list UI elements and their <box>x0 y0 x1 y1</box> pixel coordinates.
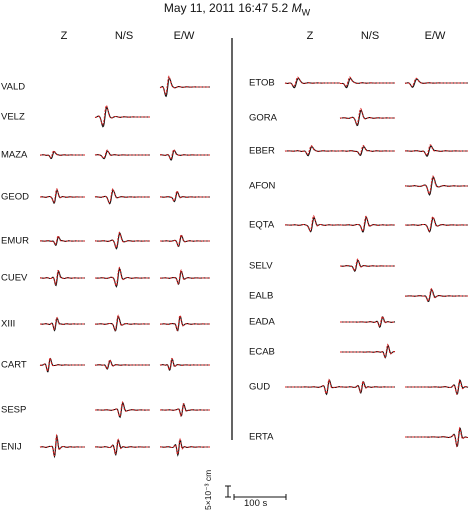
synthetic-trace-etob-z <box>284 76 340 87</box>
station-label-eqta: EQTA <box>249 219 275 231</box>
observed-trace-emur-ns <box>95 232 150 250</box>
figure-title: May 11, 2011 16:47 5.2 MW <box>0 1 474 17</box>
synthetic-trace-velz-ns <box>94 104 150 126</box>
synthetic-trace-gud-ew <box>405 378 469 395</box>
synthetic-trace-geod-ns <box>94 188 150 204</box>
right-column-header-ew: E/W <box>424 30 446 42</box>
synthetic-trace-geod-ew <box>160 190 210 202</box>
synthetic-trace-cart-z <box>39 356 85 373</box>
station-label-cuev: CUEV <box>1 272 28 284</box>
magnitude-subscript: W <box>301 7 311 18</box>
synthetic-trace-emur-ns <box>95 231 150 248</box>
synthetic-trace-xiii-ns <box>95 314 150 332</box>
station-label-gora: GORA <box>249 112 277 124</box>
amplitude-scale-label: 5×10⁻³ cm <box>203 469 213 510</box>
synthetic-trace-eber-ns <box>340 144 395 155</box>
left-column-header-ns: N/S <box>114 30 134 42</box>
synthetic-trace-cart-ew <box>159 357 210 371</box>
synthetic-trace-enij-ew <box>160 437 210 456</box>
right-column-header-z: Z <box>306 30 314 42</box>
synthetic-trace-maza-ns <box>94 149 150 159</box>
synthetic-trace-eada-ns <box>340 315 396 328</box>
synthetic-trace-eber-ew <box>405 144 468 156</box>
station-label-afon: AFON <box>249 180 276 192</box>
synthetic-trace-cart-ns <box>94 358 150 370</box>
station-label-vald: VALD <box>1 81 26 93</box>
left-column-header-ew: E/W <box>173 30 195 42</box>
station-label-sesp: SESP <box>1 404 27 416</box>
synthetic-trace-eqta-ns <box>340 215 395 233</box>
station-label-eber: EBER <box>249 145 275 157</box>
synthetic-trace-emur-z <box>40 235 85 246</box>
synthetic-trace-ealb-ew <box>405 287 468 303</box>
synthetic-trace-maza-ew <box>160 148 210 160</box>
synthetic-trace-maza-z <box>40 150 85 159</box>
synthetic-trace-sesp-ns <box>95 400 150 418</box>
synthetic-trace-gud-z <box>285 378 340 395</box>
synthetic-trace-emur-ew <box>160 233 210 247</box>
station-label-cart: CART <box>1 359 27 371</box>
station-label-enij: ENIJ <box>1 441 22 453</box>
trace-group <box>39 75 469 459</box>
synthetic-trace-sesp-ew <box>160 402 210 417</box>
station-label-xiii: XIII <box>1 318 16 330</box>
station-label-selv: SELV <box>249 260 273 272</box>
title-text: May 11, 2011 16:47 5.2 <box>163 1 292 15</box>
synthetic-trace-erta-ew <box>405 426 468 448</box>
synthetic-trace-cuev-z <box>40 269 85 286</box>
observed-trace-ealb-ew <box>405 288 468 303</box>
synthetic-trace-gud-ns <box>339 380 395 393</box>
synthetic-trace-eqta-ew <box>405 215 468 232</box>
observed-trace-enij-ns <box>95 439 150 457</box>
station-label-eada: EADA <box>249 316 275 328</box>
synthetic-trace-gora-ns <box>339 107 395 125</box>
time-scale-label: 100 s <box>244 498 268 509</box>
synthetic-trace-cuev-ew <box>160 269 210 285</box>
station-label-ealb: EALB <box>249 290 274 302</box>
station-label-erta: ERTA <box>249 431 274 443</box>
synthetic-trace-geod-z <box>40 188 85 203</box>
synthetic-trace-eqta-z <box>285 214 340 232</box>
synthetic-trace-vald-ew <box>159 75 210 96</box>
observed-trace-enij-ew <box>160 439 210 457</box>
station-label-emur: EMUR <box>1 235 29 247</box>
synthetic-trace-enij-ns <box>95 438 150 455</box>
synthetic-trace-enij-z <box>39 433 85 457</box>
station-label-ecab: ECAB <box>249 346 275 358</box>
synthetic-trace-ecab-ns <box>340 343 396 358</box>
synthetic-trace-cuev-ns <box>95 266 150 287</box>
station-label-geod: GEOD <box>1 191 29 203</box>
synthetic-trace-eber-z <box>284 144 340 156</box>
synthetic-trace-selv-ns <box>340 258 395 272</box>
station-label-gud: GUD <box>249 381 271 393</box>
synthetic-trace-etob-ew <box>404 77 468 87</box>
station-label-etob: ETOB <box>249 77 275 89</box>
left-column-header-z: Z <box>60 30 68 42</box>
synthetic-trace-xiii-z <box>40 316 85 330</box>
synthetic-trace-xiii-ew <box>160 314 210 332</box>
station-label-maza: MAZA <box>1 149 28 161</box>
magnitude-symbol: M <box>291 1 302 15</box>
synthetic-trace-etob-ns <box>339 76 395 87</box>
right-column-header-ns: N/S <box>360 30 380 42</box>
station-label-velz: VELZ <box>1 111 25 123</box>
synthetic-trace-afon-ew <box>405 175 468 194</box>
